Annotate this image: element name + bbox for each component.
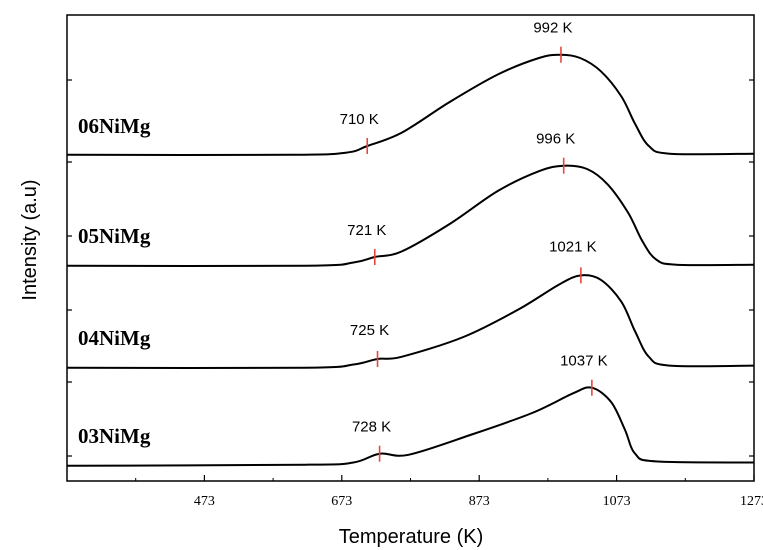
series-label: 04NiMg bbox=[78, 326, 151, 350]
labels: 06NiMg 710 K 992 K 05NiMg 721 K 996 K 04NiMg 72… bbox=[78, 20, 608, 448]
peak-label: 1037 K bbox=[560, 353, 608, 370]
axis-ticks: 473 673 873 1073 1273 bbox=[67, 79, 763, 509]
peak-label: 996 K bbox=[536, 131, 575, 148]
x-tick-label: 1273 bbox=[740, 494, 763, 509]
series-label: 03NiMg bbox=[78, 424, 151, 448]
y-axis-title: Intensity (a.u) bbox=[19, 179, 41, 300]
peak-label: 725 K bbox=[350, 322, 389, 339]
peak-label: 721 K bbox=[347, 222, 386, 239]
x-axis-title: Temperature (K) bbox=[339, 526, 484, 548]
x-tick-label: 473 bbox=[194, 494, 215, 509]
series-line-04NiMg bbox=[66, 274, 755, 370]
traces bbox=[66, 46, 755, 467]
x-tick-label: 1073 bbox=[603, 494, 631, 509]
peak-label: 992 K bbox=[533, 20, 572, 37]
peak-label: 710 K bbox=[340, 111, 379, 128]
series-label: 06NiMg bbox=[78, 114, 151, 138]
x-tick-label: 673 bbox=[331, 494, 352, 509]
series-label: 05NiMg bbox=[78, 224, 151, 248]
peak-label: 728 K bbox=[352, 419, 391, 436]
series-line-05NiMg bbox=[66, 164, 755, 268]
series-line-03NiMg bbox=[66, 386, 755, 467]
series-line-06NiMg bbox=[66, 53, 755, 156]
peak-label: 1021 K bbox=[549, 238, 597, 255]
x-tick-label: 873 bbox=[469, 494, 490, 509]
